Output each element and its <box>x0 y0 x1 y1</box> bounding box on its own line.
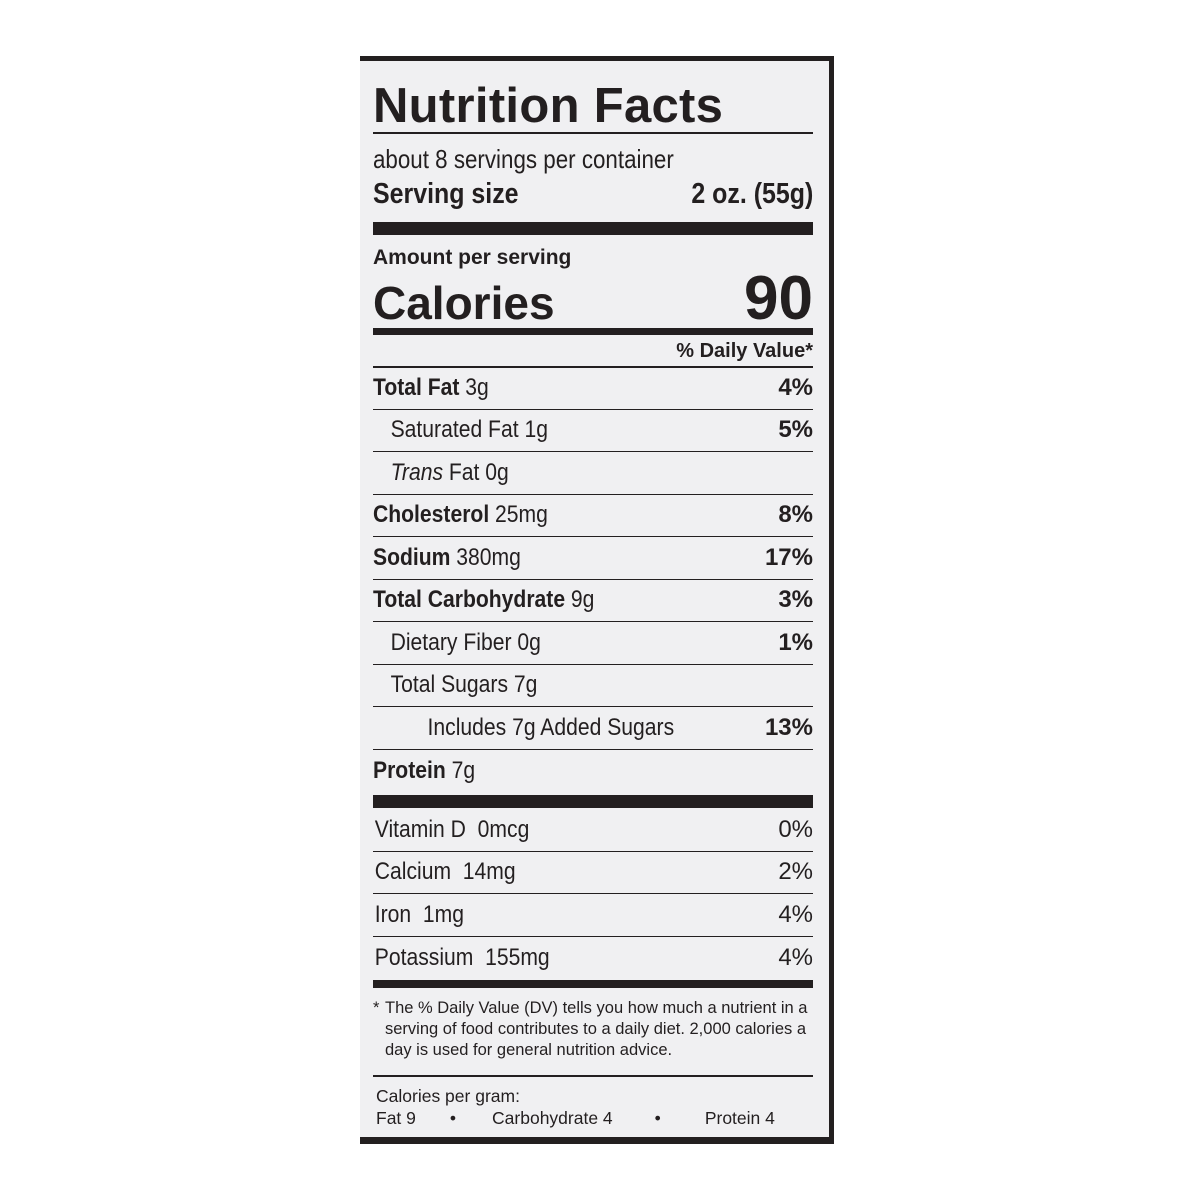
nutrient-daily-value: 1% <box>778 628 813 656</box>
nutrient-row: Trans Fat 0g <box>373 452 813 495</box>
nutrition-label <box>360 56 834 1144</box>
nutrient-name-suffix: Fat <box>448 458 480 486</box>
nutrient-name: Sodium <box>373 543 451 571</box>
cpg-fat: Fat 9 <box>376 1108 416 1128</box>
amount-per-serving: Amount per serving <box>373 246 572 269</box>
vitamin-name-cell: Iron 1mg <box>373 901 464 929</box>
nutrient-list: Total Fat 3g 4% Saturated Fat 1g 5% Trans Fa… <box>373 367 813 792</box>
vitamin-daily-value: 0% <box>778 815 813 843</box>
nutrient-daily-value: 3% <box>778 586 813 614</box>
nutrient-name: Trans <box>390 458 444 486</box>
nutrient-row: Includes 7g Added Sugars 13% <box>373 707 813 750</box>
nutrient-name-cell: Includes 7g Added Sugars <box>373 713 675 742</box>
servings-per-container: about 8 servings per container <box>373 144 674 174</box>
vitamin-amount: 1mg <box>422 900 464 928</box>
nutrient-name: Cholesterol <box>373 501 490 529</box>
nutrient-row: Total Fat 3g 4% <box>373 367 813 410</box>
vitamin-daily-value: 4% <box>778 943 813 971</box>
separator-dot: • <box>654 1108 661 1128</box>
calories-label: Calories <box>373 277 555 329</box>
nutrient-name: Includes 7g Added Sugars <box>427 713 675 741</box>
serving-size: Serving size 2 oz. (55g) <box>373 178 813 211</box>
vitamin-row: Calcium 14mg 2% <box>373 852 813 894</box>
nutrient-daily-value: 8% <box>778 501 813 529</box>
nutrient-name-cell: Saturated Fat 1g <box>373 416 548 444</box>
nutrient-name-cell: Protein 7g <box>373 757 475 785</box>
nutrient-row: Cholesterol 25mg 8% <box>373 495 813 537</box>
serving-size-value: 2 oz. (55g) <box>691 178 814 210</box>
calories-row: Calories 90 <box>373 268 813 330</box>
nutrient-daily-value: 4% <box>778 373 813 401</box>
nutrient-row: Protein 7g <box>373 750 813 793</box>
nutrient-amount: 0g <box>485 458 509 486</box>
footnote: * The % Daily Value (DV) tells you how m… <box>373 998 813 1061</box>
nutrient-name-cell: Total Sugars 7g <box>373 671 538 699</box>
vitamin-name-cell: Potassium 155mg <box>373 944 550 972</box>
thick-divider <box>373 795 813 808</box>
nutrient-name: Total Sugars <box>390 671 508 699</box>
label-title: Nutrition Facts <box>373 79 724 133</box>
nutrient-name-cell: Total Fat 3g <box>373 374 489 402</box>
nutrient-amount: 380mg <box>456 543 521 571</box>
nutrient-name: Dietary Fiber <box>390 628 512 656</box>
cpg-carbohydrate: Carbohydrate 4 <box>492 1108 613 1128</box>
nutrient-amount: 3g <box>465 373 489 401</box>
nutrient-daily-value: 13% <box>764 713 813 741</box>
divider <box>373 132 813 134</box>
nutrient-amount: 9g <box>570 586 595 614</box>
vitamin-amount: 0mcg <box>477 815 530 843</box>
daily-value-header: % Daily Value* <box>676 340 813 362</box>
nutrient-name: Protein <box>373 756 446 784</box>
nutrient-row: Sodium 380mg 17% <box>373 537 813 580</box>
vitamin-name-cell: Vitamin D 0mcg <box>373 815 530 844</box>
calories-per-gram: Calories per gram: Fat 9 • Carbohydrate … <box>376 1085 816 1129</box>
nutrient-name-cell: Total Carbohydrate 9g <box>373 586 594 614</box>
nutrient-row: Saturated Fat 1g 5% <box>373 410 813 452</box>
vitamin-name: Vitamin D <box>374 815 466 843</box>
vitamin-row: Iron 1mg 4% <box>373 894 813 937</box>
nutrient-daily-value: 5% <box>778 416 813 444</box>
nutrient-name-cell: Trans Fat 0g <box>373 459 509 487</box>
vitamin-name: Iron <box>374 900 412 928</box>
nutrient-amount: 0g <box>517 628 541 656</box>
medium-divider <box>373 328 813 335</box>
nutrient-daily-value: 17% <box>764 543 813 571</box>
divider <box>373 1075 813 1077</box>
vitamin-name: Potassium <box>374 943 474 971</box>
footnote-text: The % Daily Value (DV) tells you how muc… <box>385 999 808 1059</box>
medium-divider <box>373 980 813 988</box>
nutrient-name: Total Fat <box>373 373 460 401</box>
vitamin-name-cell: Calcium 14mg <box>373 858 516 886</box>
nutrient-row: Dietary Fiber 0g 1% <box>373 622 813 665</box>
vitamin-name: Calcium <box>374 858 452 886</box>
nutrient-row: Total Carbohydrate 9g 3% <box>373 580 813 622</box>
nutrient-name: Total Carbohydrate <box>373 586 566 614</box>
cpg-protein: Protein 4 <box>704 1108 775 1128</box>
calories-per-gram-label: Calories per gram: <box>376 1086 520 1106</box>
nutrient-name-cell: Sodium 380mg <box>373 544 521 572</box>
nutrient-row: Total Sugars 7g <box>373 665 813 707</box>
vitamin-list: Vitamin D 0mcg 0% Calcium 14mg 2% Iron 1mg 4%… <box>373 809 813 979</box>
serving-size-label: Serving size <box>373 178 519 210</box>
nutrient-name-cell: Cholesterol 25mg <box>373 501 548 529</box>
divider <box>373 366 813 368</box>
nutrient-amount: 1g <box>524 416 548 444</box>
nutrient-amount: 7g <box>451 756 476 784</box>
footnote-asterisk: * <box>373 999 380 1017</box>
vitamin-row: Vitamin D 0mcg 0% <box>373 809 813 852</box>
vitamin-amount: 14mg <box>462 858 516 886</box>
nutrient-name-cell: Dietary Fiber 0g <box>373 629 541 657</box>
calories-value: 90 <box>744 264 813 333</box>
vitamin-daily-value: 2% <box>778 858 813 886</box>
thick-divider <box>373 222 813 235</box>
separator-dot: • <box>449 1108 457 1128</box>
nutrient-amount: 25mg <box>495 501 548 529</box>
vitamin-daily-value: 4% <box>778 900 813 928</box>
nutrient-amount: 7g <box>513 671 538 699</box>
vitamin-amount: 155mg <box>485 943 550 971</box>
vitamin-row: Potassium 155mg 4% <box>373 937 813 980</box>
nutrient-name: Saturated Fat <box>390 416 519 444</box>
